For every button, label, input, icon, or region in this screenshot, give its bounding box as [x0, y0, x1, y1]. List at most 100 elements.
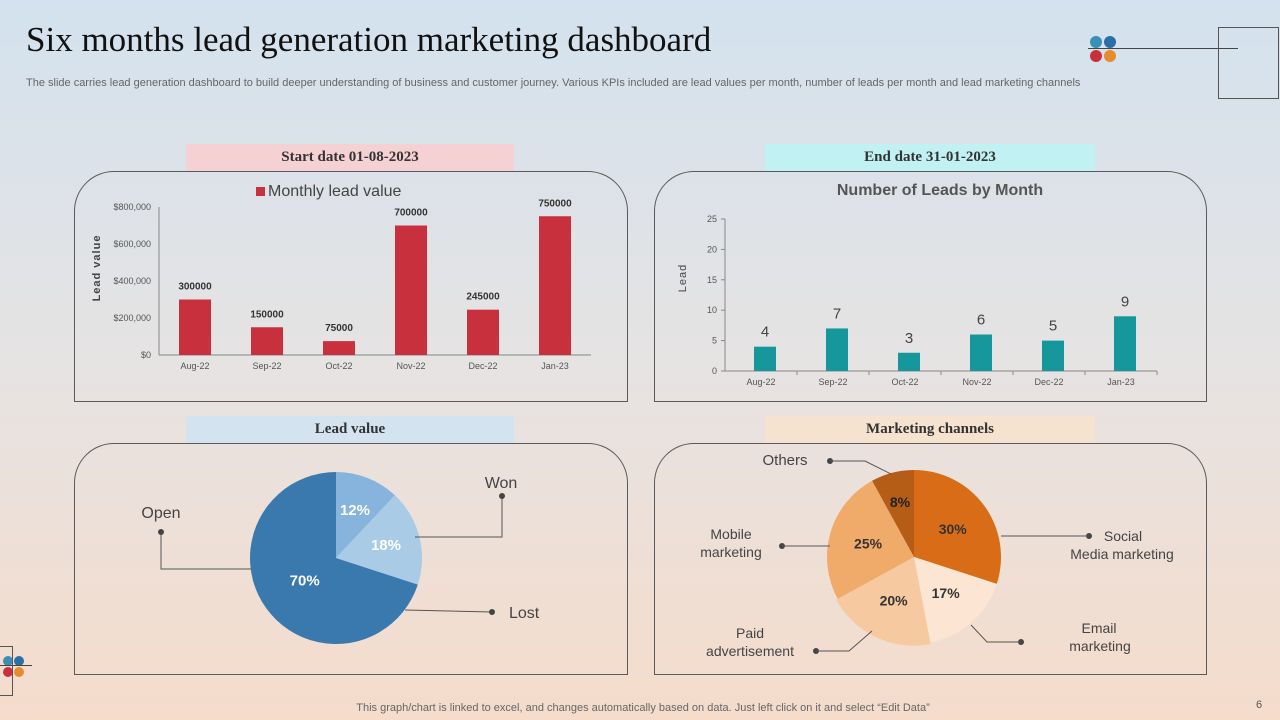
footer-note: This graph/chart is linked to excel, and…: [356, 702, 930, 714]
pie-data-label: 30%: [939, 521, 968, 537]
x-tick-label: Dec-22: [1034, 377, 1063, 387]
callout-line-won: [415, 496, 503, 538]
bar: [251, 327, 283, 355]
x-tick-label: Aug-22: [746, 377, 775, 387]
bar: [395, 225, 427, 355]
bar-data-label: 245000: [466, 292, 500, 303]
leads-by-month-panel: Number of Leads by Month Lead 0 5 10 15 20 25 4 A…: [654, 171, 1207, 402]
bar: [467, 309, 499, 355]
brand-logo-icon: [1090, 36, 1116, 62]
callout-line-paid: [816, 630, 873, 652]
page-number: 6: [1256, 699, 1263, 711]
pie-slice: [914, 557, 997, 643]
lead-value-label: Lead value: [186, 416, 514, 443]
bar-data-label: 6: [977, 312, 985, 329]
pie-data-label: 12%: [340, 502, 370, 519]
callout-label-open: Open: [141, 505, 180, 522]
callout-label-lost: Lost: [509, 605, 540, 622]
x-tick-label: Jan-23: [541, 361, 569, 371]
y-tick-label: 15: [707, 275, 717, 285]
pie-slice: [914, 470, 1001, 584]
callout-line-lost: [404, 609, 493, 613]
callout-label-others: Others: [762, 452, 807, 469]
pie-data-label: 70%: [290, 573, 320, 590]
y-tick-label: 5: [712, 336, 717, 346]
lead-value-pie-panel: 12% 18% 70% Won Lost Open: [74, 443, 628, 675]
callout-dot: [158, 529, 164, 535]
bar: [539, 216, 571, 355]
callout-label-email-1: Email: [1081, 620, 1116, 636]
callout-label-mobile-2: marketing: [700, 544, 761, 560]
bar: [898, 352, 920, 371]
x-tick-label: Dec-22: [468, 361, 497, 371]
callout-label-mobile-1: Mobile: [710, 526, 751, 542]
bar-data-label: 75000: [325, 323, 353, 334]
footer-logo-icon: [3, 656, 24, 677]
header-rule: [1088, 48, 1238, 49]
bar-data-label: 9: [1121, 293, 1129, 310]
bar: [323, 341, 355, 355]
bar-data-label: 700000: [394, 208, 428, 219]
marketing-channels-label: Marketing channels: [765, 416, 1095, 443]
x-tick-label: Nov-22: [962, 377, 991, 387]
y-tick-label: $600,000: [113, 239, 151, 249]
pie-data-label: 25%: [854, 536, 883, 552]
chart-title: Number of Leads by Month: [837, 182, 1043, 199]
bar-data-label: 4: [761, 324, 769, 341]
pie-slice: [336, 472, 395, 558]
bar: [179, 299, 211, 355]
bar-data-label: 150000: [250, 309, 284, 320]
bar: [754, 346, 776, 371]
callout-label-social-2: Media marketing: [1070, 546, 1174, 562]
pie-data-label: 8%: [890, 494, 911, 510]
pie-data-label: 18%: [371, 537, 401, 554]
x-tick-label: Aug-22: [180, 361, 209, 371]
pie-slice: [827, 480, 914, 599]
callout-line-open: [160, 532, 251, 570]
y-tick-label: 0: [712, 366, 717, 376]
y-tick-label: $400,000: [113, 276, 151, 286]
pie-data-label: 20%: [880, 592, 909, 608]
bar-data-label: 5: [1049, 318, 1057, 335]
x-tick-label: Oct-22: [891, 377, 918, 387]
x-tick-label: Oct-22: [325, 361, 352, 371]
footer-rule: [0, 665, 32, 666]
leads-by-month-chart: Number of Leads by Month Lead 0 5 10 15 20 25 4 A…: [677, 182, 1158, 387]
callout-label-paid-2: advertisement: [706, 643, 794, 659]
callout-dot: [499, 493, 505, 499]
pie-slice: [872, 470, 914, 557]
end-date-label: End date 31-01-2023: [765, 144, 1095, 171]
x-tick-label: Sep-22: [818, 377, 847, 387]
footer-corner-frame: [0, 646, 13, 696]
y-axis-label: Lead value: [91, 235, 103, 302]
marketing-channels-pie-panel: 30% 17% 20% 25% 8% Others Mobile marketing Paid a…: [654, 443, 1207, 675]
start-date-label: Start date 01-08-2023: [186, 144, 514, 171]
y-tick-label: 10: [707, 305, 717, 315]
bar: [1114, 316, 1136, 371]
callout-label-won: Won: [485, 475, 518, 492]
y-tick-label: 20: [707, 244, 717, 254]
x-tick-label: Sep-22: [252, 361, 281, 371]
monthly-lead-value-chart: Monthly lead value Lead value $0 $200,000 $4…: [91, 183, 591, 371]
bar: [970, 334, 992, 371]
bar: [1042, 340, 1064, 371]
monthly-lead-value-panel: Monthly lead value Lead value $0 $200,000 $4…: [74, 171, 628, 402]
bar-data-label: 3: [905, 330, 913, 347]
y-tick-label: $800,000: [113, 202, 151, 212]
lead-value-pie-chart: 12% 18% 70% Won Lost Open: [141, 472, 540, 644]
callout-line-others: [830, 460, 892, 475]
pie-slice: [836, 557, 931, 646]
bar: [826, 328, 848, 371]
pie-data-label: 17%: [932, 585, 961, 601]
x-tick-label: Jan-23: [1107, 377, 1135, 387]
bar-data-label: 300000: [178, 282, 212, 293]
callout-label-email-2: marketing: [1069, 638, 1130, 654]
bar-data-label: 7: [833, 305, 841, 322]
page-subtitle: The slide carries lead generation dashbo…: [26, 77, 1081, 89]
x-tick-label: Nov-22: [396, 361, 425, 371]
marketing-channels-pie-chart: 30% 17% 20% 25% 8% Others Mobile marketing Paid a…: [700, 452, 1174, 659]
corner-frame: [1218, 27, 1279, 99]
bar-data-label: 750000: [538, 198, 572, 209]
y-tick-label: $200,000: [113, 313, 151, 323]
callout-line-email: [970, 624, 1021, 643]
